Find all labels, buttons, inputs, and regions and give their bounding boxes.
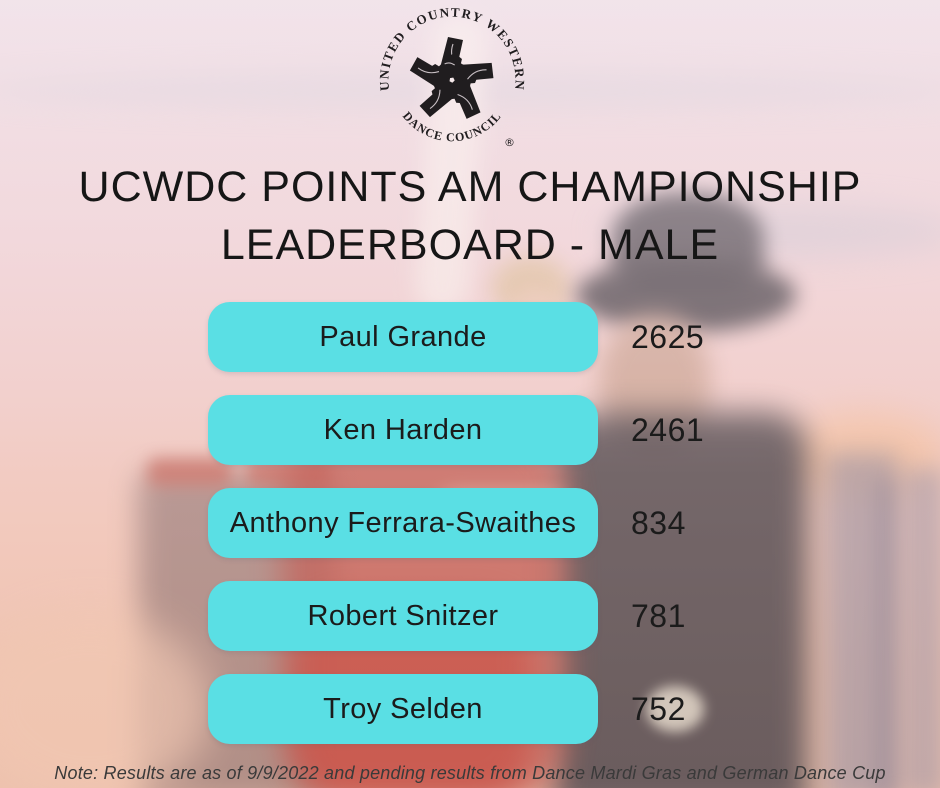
leaderboard-row: Paul Grande 2625 [208,302,704,372]
competitor-points: 2625 [631,318,705,355]
competitor-points: 781 [631,597,686,634]
ucwdc-logo: UNITED COUNTRY WESTERN DANCE COUNCIL ® [376,4,526,149]
page-title: UCWDC POINTS AM CHAMPIONSHIP LEADERBOARD… [0,158,940,274]
leaderboard-row: Robert Snitzer 781 [208,581,704,651]
competitor-name: Anthony Ferrara-Swaithes [229,506,577,539]
competitor-name: Ken Harden [323,413,483,446]
name-pill: Robert Snitzer [208,581,598,651]
name-pill: Troy Selden [208,674,598,744]
competitor-name: Robert Snitzer [307,599,499,632]
logo-arc-bottom-text: DANCE COUNCIL [400,109,504,144]
page-title-line2: LEADERBOARD - MALE [220,221,720,269]
competitor-points: 752 [631,690,686,727]
leaderboard-row: Anthony Ferrara-Swaithes 834 [208,488,704,558]
competitor-points: 2461 [631,411,705,448]
leaderboard: Paul Grande 2625 Ken Harden 2461 Anthony… [208,302,704,767]
competitor-points: 834 [631,504,686,541]
leaderboard-row: Ken Harden 2461 [208,395,704,465]
competitor-name: Troy Selden [323,692,483,725]
results-note: Note: Results are as of 9/9/2022 and pen… [54,763,886,783]
registered-trademark: ® [504,136,515,149]
name-pill: Ken Harden [208,395,598,465]
page-title-line1: UCWDC POINTS AM CHAMPIONSHIP [78,163,862,211]
leaderboard-row: Troy Selden 752 [208,674,704,744]
competitor-name: Paul Grande [319,320,487,353]
name-pill: Paul Grande [208,302,598,372]
name-pill: Anthony Ferrara-Swaithes [208,488,598,558]
boots-star-icon [405,36,502,131]
